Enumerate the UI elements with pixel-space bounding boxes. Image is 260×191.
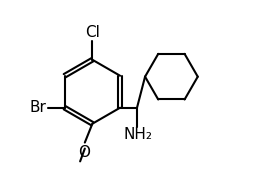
Text: O: O (78, 145, 90, 160)
Text: Br: Br (30, 100, 47, 115)
Text: Cl: Cl (85, 25, 100, 40)
Text: NH₂: NH₂ (124, 128, 152, 142)
